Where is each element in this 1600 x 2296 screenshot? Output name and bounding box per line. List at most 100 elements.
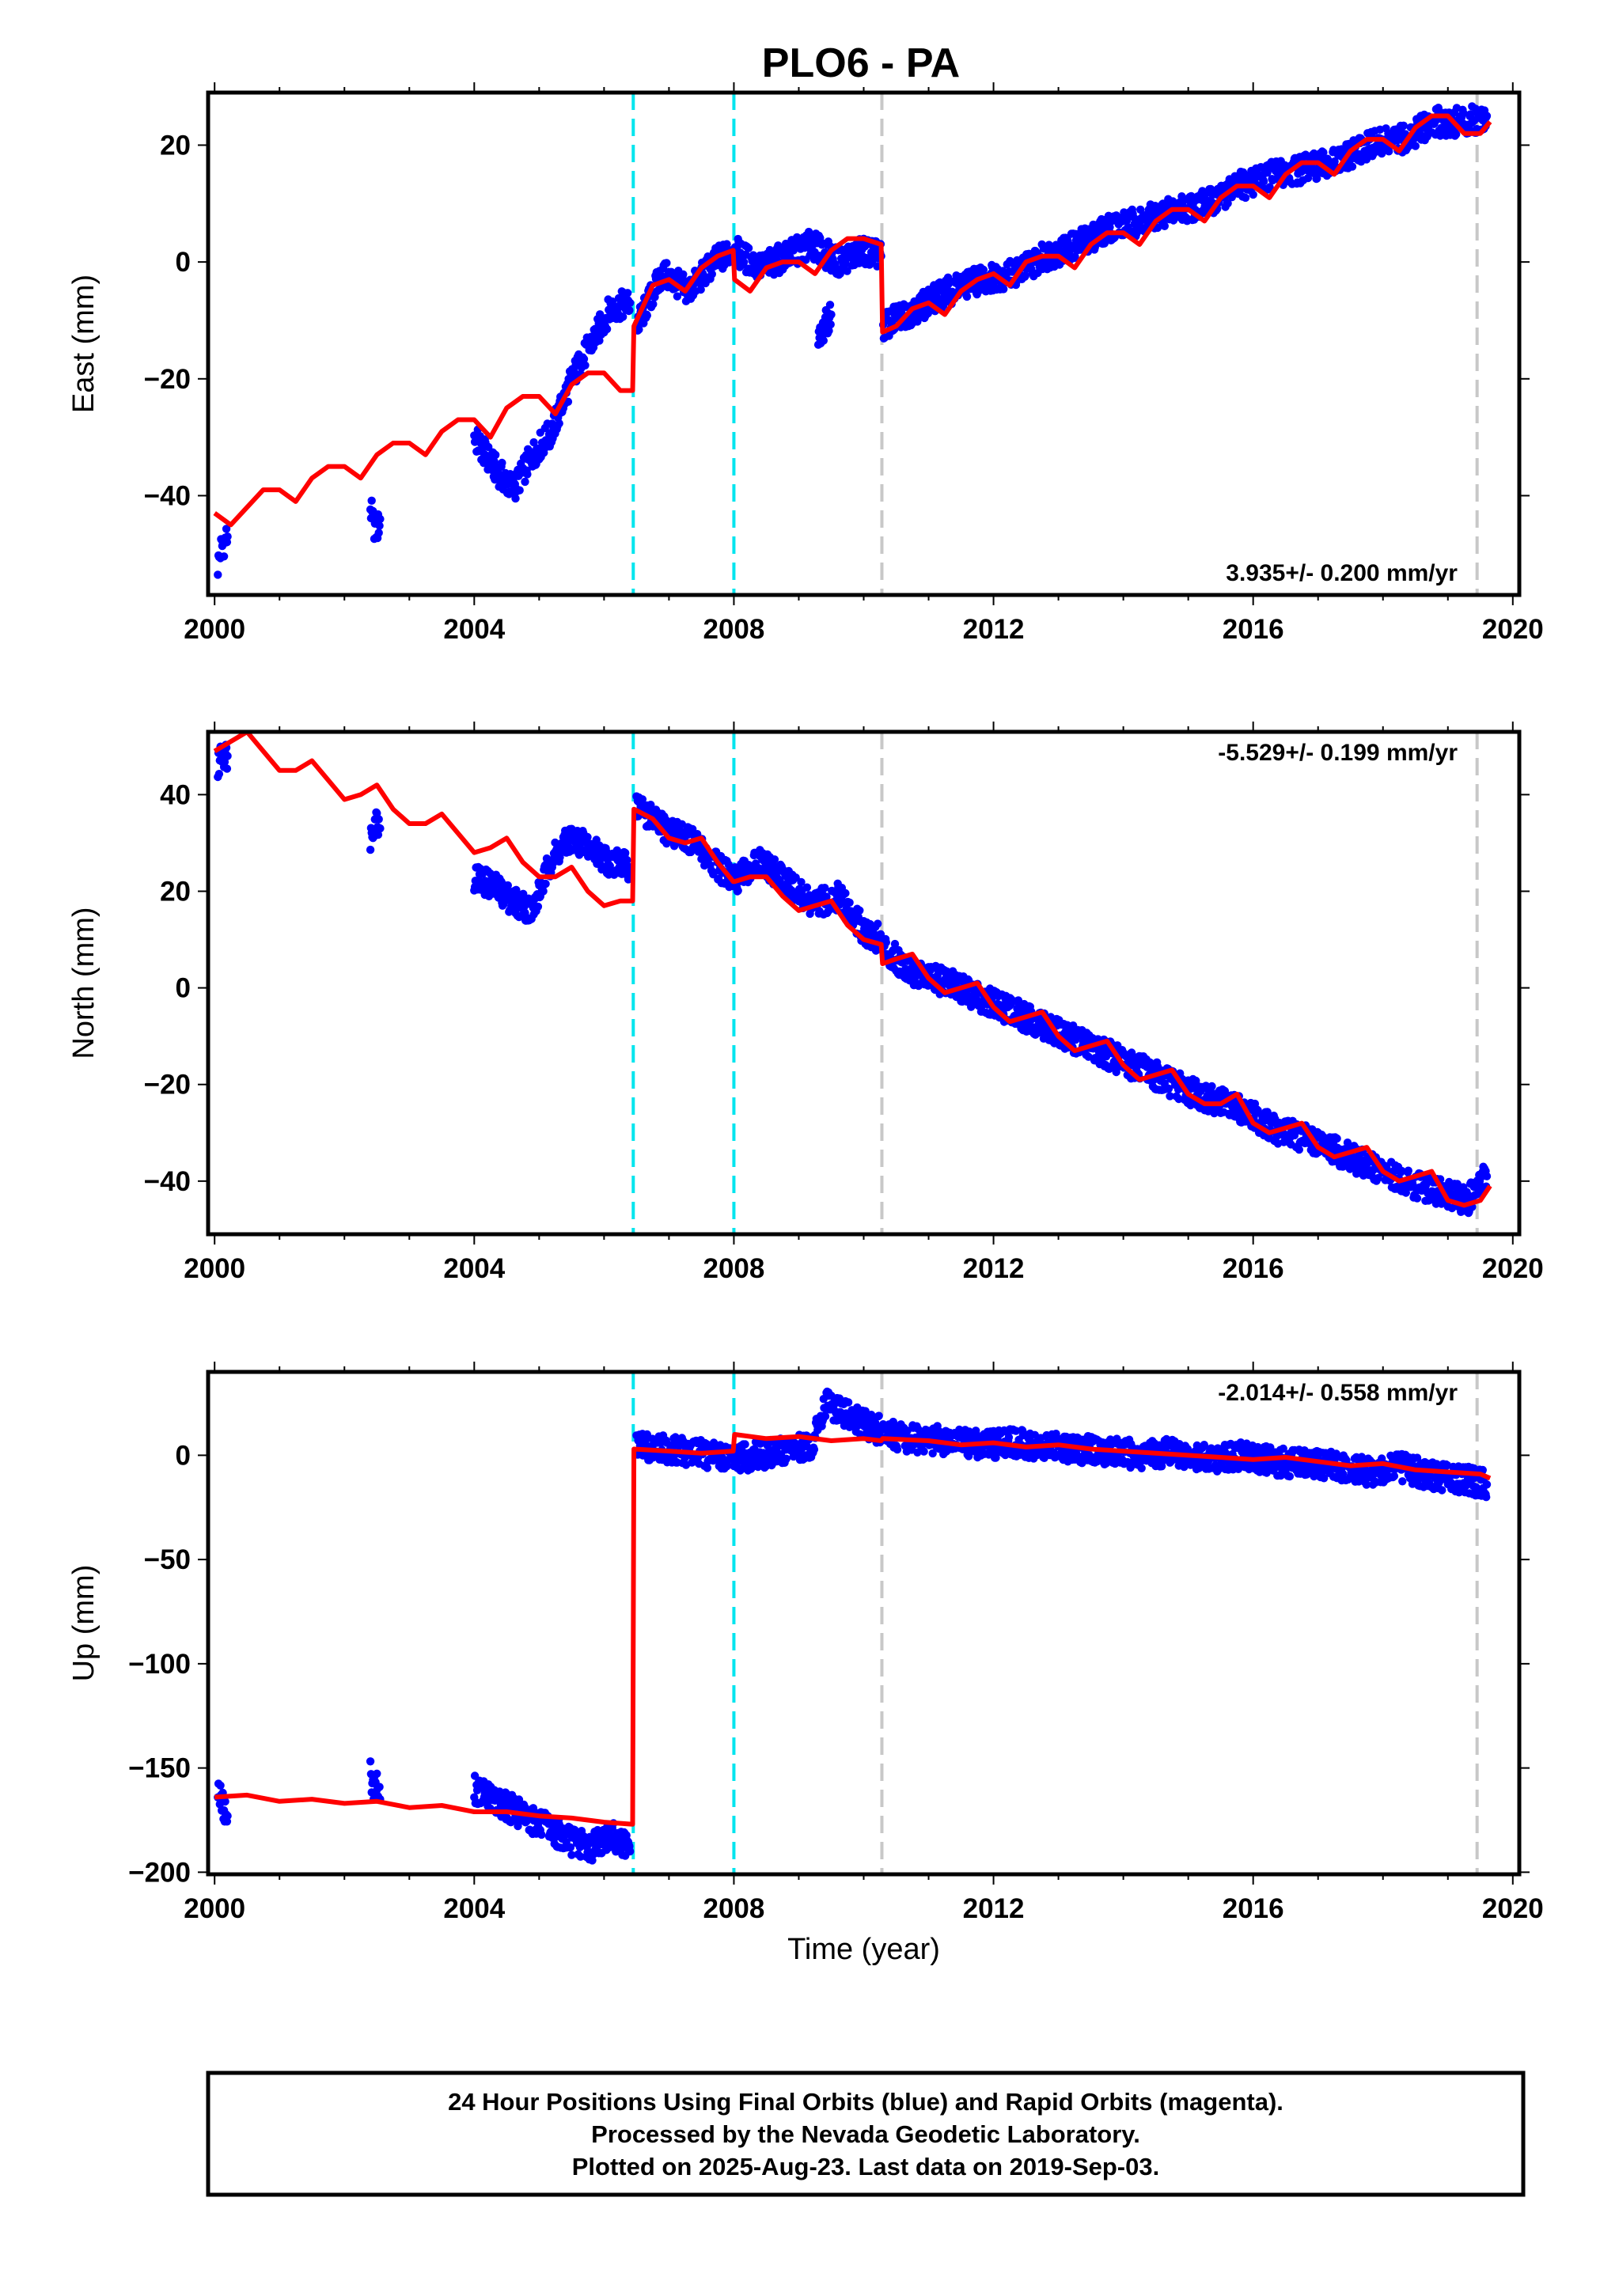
north-y-tick-label: 40	[160, 779, 191, 810]
east-data-point	[679, 270, 688, 278]
east-data-point	[1021, 271, 1030, 280]
north-x-tick-label: 2000	[184, 1253, 245, 1284]
east-data-point	[529, 438, 538, 447]
up-data-point	[809, 1445, 819, 1454]
north-y-tick-label: 0	[176, 973, 191, 1004]
east-data-points	[214, 102, 1492, 579]
up-data-point	[566, 1843, 575, 1852]
east-data-point	[825, 301, 835, 309]
north-data-point	[1333, 1134, 1341, 1143]
east-data-point	[635, 325, 643, 334]
east-data-point	[819, 336, 828, 345]
east-data-point	[375, 521, 384, 530]
north-data-point	[373, 830, 383, 839]
north-data-point	[791, 873, 800, 882]
north-y-tick-label: 20	[160, 876, 191, 907]
east-data-point	[602, 324, 612, 334]
north-data-point	[1382, 1163, 1391, 1172]
east-data-point	[1399, 121, 1409, 130]
up-data-points	[214, 1387, 1492, 1865]
north-data-point	[621, 848, 630, 858]
east-data-point	[843, 267, 851, 275]
north-data-point	[841, 888, 850, 898]
east-data-point	[826, 320, 835, 329]
north-data-point	[503, 881, 512, 890]
east-data-point	[626, 298, 635, 307]
north-data-point	[555, 853, 564, 862]
east-data-point	[1071, 252, 1079, 261]
north-data-point	[1166, 1092, 1174, 1101]
up-data-point	[844, 1398, 853, 1407]
north-data-point	[874, 919, 882, 928]
east-data-point	[619, 313, 627, 321]
north-x-tick-label: 2012	[963, 1253, 1025, 1284]
east-data-point	[1459, 108, 1468, 117]
up-data-point	[893, 1445, 902, 1454]
east-data-point	[1259, 177, 1268, 186]
north-data-point	[222, 764, 232, 773]
north-plot-frame	[206, 729, 1522, 1237]
north-data-point	[890, 939, 900, 949]
east-x-tick-label: 2020	[1482, 614, 1544, 645]
up-data-point	[366, 1757, 375, 1766]
east-data-point	[1452, 130, 1461, 138]
up-data-point	[703, 1464, 712, 1472]
east-data-point	[696, 285, 705, 294]
north-data-point	[1404, 1166, 1413, 1175]
east-data-point	[1160, 222, 1170, 230]
east-x-tick-label: 2008	[703, 614, 765, 645]
east-data-point	[1136, 205, 1145, 214]
north-data-point	[539, 887, 548, 896]
east-data-point	[222, 525, 231, 533]
east-data-point	[491, 450, 500, 460]
east-data-point	[923, 309, 933, 318]
north-data-point	[770, 855, 779, 864]
east-data-point	[498, 458, 506, 468]
east-data-point	[1411, 142, 1420, 150]
east-data-point	[1249, 190, 1257, 199]
east-data-point	[625, 306, 634, 315]
north-data-point	[822, 892, 831, 901]
east-data-point	[374, 529, 383, 537]
east-x-tick-label: 2004	[443, 614, 505, 645]
up-data-point	[567, 1851, 576, 1859]
north-data-point	[214, 770, 224, 779]
east-x-tick-label: 2012	[963, 614, 1025, 645]
up-data-point	[223, 1812, 232, 1821]
north-data-point	[623, 856, 631, 865]
up-data-point	[537, 1830, 546, 1839]
north-y-tick-label: −40	[144, 1166, 191, 1197]
east-data-point	[825, 326, 833, 335]
north-data-point	[646, 801, 655, 809]
up-data-point	[782, 1454, 791, 1464]
east-data-point	[219, 552, 229, 561]
east-data-point	[223, 532, 232, 541]
east-data-point	[1348, 162, 1357, 171]
north-x-tick-label: 2016	[1223, 1253, 1284, 1284]
north-data-point	[845, 898, 854, 907]
east-data-point	[523, 470, 532, 479]
east-data-point	[662, 259, 671, 267]
north-data-point	[374, 815, 383, 824]
east-data-point	[649, 300, 658, 309]
east-data-point	[579, 354, 589, 363]
up-data-point	[375, 1783, 384, 1791]
north-data-point	[533, 902, 543, 911]
north-y-tick-label: −20	[144, 1070, 191, 1101]
east-data-point	[1223, 199, 1232, 208]
north-data-point	[1374, 1173, 1383, 1183]
east-data-point	[962, 292, 972, 301]
east-data-point	[1241, 193, 1250, 203]
north-model-line	[213, 732, 1492, 1208]
east-rate-label: 3.935+/- 0.200 mm/yr	[1226, 560, 1458, 586]
east-data-point	[1319, 148, 1328, 157]
east-data-point	[555, 419, 563, 428]
up-data-point	[919, 1447, 928, 1456]
east-data-point	[581, 361, 590, 369]
north-data-point	[1295, 1145, 1304, 1154]
north-data-point	[1401, 1188, 1411, 1197]
east-data-point	[515, 486, 524, 494]
north-data-point	[223, 752, 232, 760]
